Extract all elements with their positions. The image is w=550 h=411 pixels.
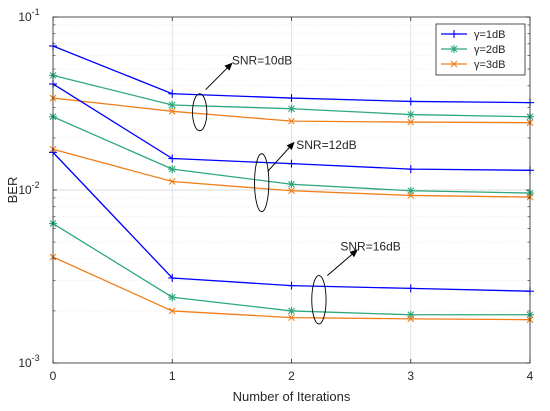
data-point-marker	[288, 314, 295, 321]
annotation-arrow	[326, 249, 358, 276]
annotation-arrow	[205, 62, 233, 91]
data-point-marker	[288, 307, 295, 315]
legend-label: γ=1dB	[474, 29, 506, 41]
legend-marker	[450, 60, 458, 68]
data-point-marker	[168, 165, 176, 173]
snr-annotations: SNR=10dB SNR=12dB SNR=16dB	[192, 54, 401, 325]
legend-marker	[450, 45, 458, 53]
axis-ticks: 0 1 2 3 4 10-1 10-2 10-3	[18, 7, 533, 383]
annotation-label: SNR=16dB	[340, 240, 400, 254]
x-tick-label: 3	[407, 369, 414, 383]
data-point-marker	[168, 293, 176, 301]
y-axis-label: BER	[5, 177, 20, 204]
data-point-marker	[407, 111, 415, 118]
annotation-ellipse	[254, 153, 270, 213]
data-point-marker	[168, 107, 176, 115]
legend-label: γ=2dB	[474, 44, 506, 56]
x-tick-label: 2	[288, 369, 295, 383]
annotation-snr-10db: SNR=10dB	[192, 54, 292, 132]
y-tick-label: 10-3	[18, 353, 39, 370]
annotation-ellipse	[192, 93, 208, 132]
y-tick-label: 10-2	[18, 180, 39, 197]
x-tick-label: 1	[169, 369, 176, 383]
legend: γ=1dB γ=2dB γ=3dB	[435, 23, 526, 76]
annotation-label: SNR=10dB	[232, 54, 292, 68]
data-point-marker	[288, 187, 295, 195]
data-point-marker	[407, 118, 415, 126]
data-point-marker	[288, 117, 295, 125]
annotation-snr-16db: SNR=16dB	[311, 240, 401, 325]
legend-entry: γ=2dB	[441, 44, 506, 56]
legend-entry: γ=1dB	[441, 29, 506, 41]
x-tick-label: 4	[527, 369, 534, 383]
annotation-ellipse	[311, 275, 327, 325]
data-point-marker	[407, 192, 415, 199]
data-point-marker	[407, 315, 415, 323]
y-tick-label: 10-1	[18, 7, 39, 24]
data-point-marker	[168, 307, 176, 315]
data-point-marker	[288, 105, 295, 113]
legend-entry: γ=3dB	[441, 59, 506, 71]
annotation-arrow	[267, 141, 295, 172]
series-snr-10db-star	[49, 71, 534, 121]
series-lines	[49, 41, 534, 324]
legend-label: γ=3dB	[474, 59, 506, 71]
x-tick-label: 0	[50, 369, 57, 383]
annotation-snr-12db: SNR=12dB	[254, 138, 357, 213]
data-point-marker	[288, 180, 295, 188]
data-point-marker	[168, 178, 176, 185]
annotation-label: SNR=12dB	[296, 138, 356, 152]
x-axis-label: Number of Iterations	[233, 389, 351, 404]
data-point-marker	[168, 101, 176, 109]
